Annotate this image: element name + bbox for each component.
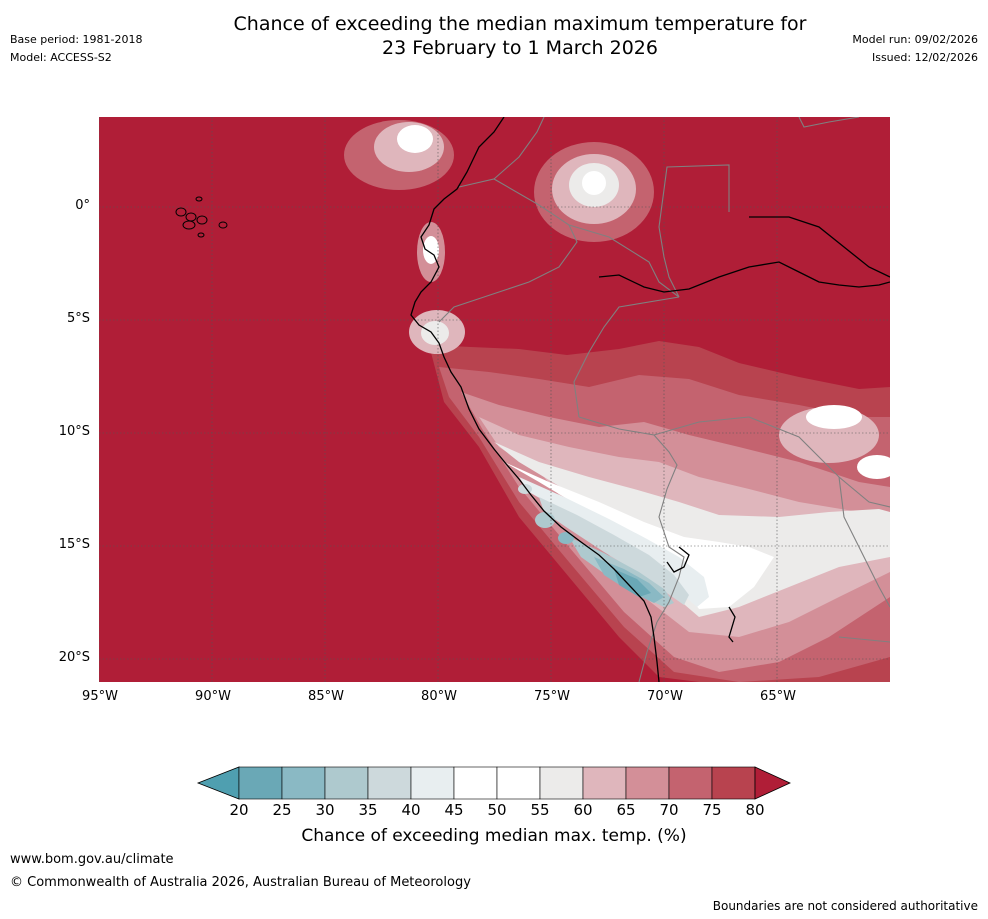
colorbar-55-60: [539, 766, 584, 800]
field-35-40: [539, 497, 689, 605]
colorbar-40-45: [410, 766, 455, 800]
colorbar-65-70: [625, 766, 670, 800]
map-title-line1: Chance of exceeding the median maximum t…: [233, 13, 807, 35]
issued-label: Issued: 12/02/2026: [871, 51, 978, 64]
field-55-60: [494, 442, 890, 617]
base-period-label: Base period: 1981-2018: [10, 33, 143, 46]
lon-label-70w: 70°W: [647, 689, 683, 704]
lon-label-80w: 80°W: [421, 689, 457, 704]
colorbar-tick-45: 45: [444, 801, 464, 819]
coastlines: [410, 117, 890, 682]
colorbar-tick-70: 70: [659, 801, 679, 819]
colorbar-tick-50: 50: [487, 801, 507, 819]
lat-label-10s: 10°S: [58, 424, 90, 439]
colorbar-tick-60: 60: [573, 801, 593, 819]
patch-blue-2: [558, 532, 574, 544]
colorbar-tick-35: 35: [358, 801, 378, 819]
lon-label-85w: 85°W: [308, 689, 344, 704]
lon-label-90w: 90°W: [195, 689, 231, 704]
lon-label-65w: 65°W: [760, 689, 796, 704]
colorbar-35-40: [367, 766, 412, 800]
patch-north-3: [397, 125, 433, 153]
colorbar-tick-20: 20: [229, 801, 249, 819]
meta-left: Base period: 1981-2018 Model: ACCESS-S2: [10, 31, 142, 67]
footer-copyright: © Commonwealth of Australia 2026, Austra…: [10, 875, 471, 890]
field-20-25: [614, 569, 651, 597]
colorbar-tick-80: 80: [745, 801, 765, 819]
colorbar-tick-40: 40: [401, 801, 421, 819]
lon-label-75w: 75°W: [534, 689, 570, 704]
colorbar-title: Chance of exceeding median max. temp. (%…: [301, 826, 687, 846]
colorbar-50-55: [496, 766, 541, 800]
footer-disclaimer: Boundaries are not considered authoritat…: [712, 899, 978, 913]
colorbar-45-50: [453, 766, 498, 800]
colorbar: [196, 766, 791, 800]
colorbar-70-75: [668, 766, 713, 800]
colorbar-30-35: [324, 766, 369, 800]
patch-coast-4: [421, 321, 449, 345]
model-run-label: Model run: 09/02/2026: [852, 33, 978, 46]
colorbar-tick-25: 25: [272, 801, 292, 819]
patch-east-2: [806, 405, 862, 429]
meta-right: Model run: 09/02/2026 Issued: 12/02/2026: [852, 31, 978, 67]
lon-label-95w: 95°W: [82, 689, 118, 704]
probability-map: [99, 117, 890, 682]
colorbar-20-25: [238, 766, 283, 800]
country-boundaries: [438, 117, 890, 682]
lat-label-20s: 20°S: [58, 650, 90, 665]
colorbar-60-65: [582, 766, 627, 800]
patch-blue-1: [535, 512, 555, 528]
map-title: Chance of exceeding the median maximum t…: [150, 12, 890, 60]
grid-lines: [99, 117, 890, 682]
colorbar-tick-75: 75: [702, 801, 722, 819]
lat-label-5s: 5°S: [66, 311, 90, 326]
lat-label-15s: 15°S: [58, 537, 90, 552]
colorbar-above-arrow: [754, 766, 791, 800]
colorbar-75-80: [711, 766, 756, 800]
colorbar-25-30: [281, 766, 326, 800]
colorbar-tick-65: 65: [616, 801, 636, 819]
model-label: Model: ACCESS-S2: [10, 51, 112, 64]
galapagos-islands: [175, 196, 228, 238]
lat-label-0: 0°: [75, 198, 90, 213]
colorbar-tick-30: 30: [315, 801, 335, 819]
patch-north-7: [582, 171, 606, 195]
map-title-line2: 23 February to 1 March 2026: [381, 37, 658, 59]
patch-east-3: [857, 455, 890, 479]
footer-url[interactable]: www.bom.gov.au/climate: [10, 852, 174, 867]
colorbar-tick-55: 55: [530, 801, 550, 819]
colorbar-below-arrow: [196, 766, 240, 800]
